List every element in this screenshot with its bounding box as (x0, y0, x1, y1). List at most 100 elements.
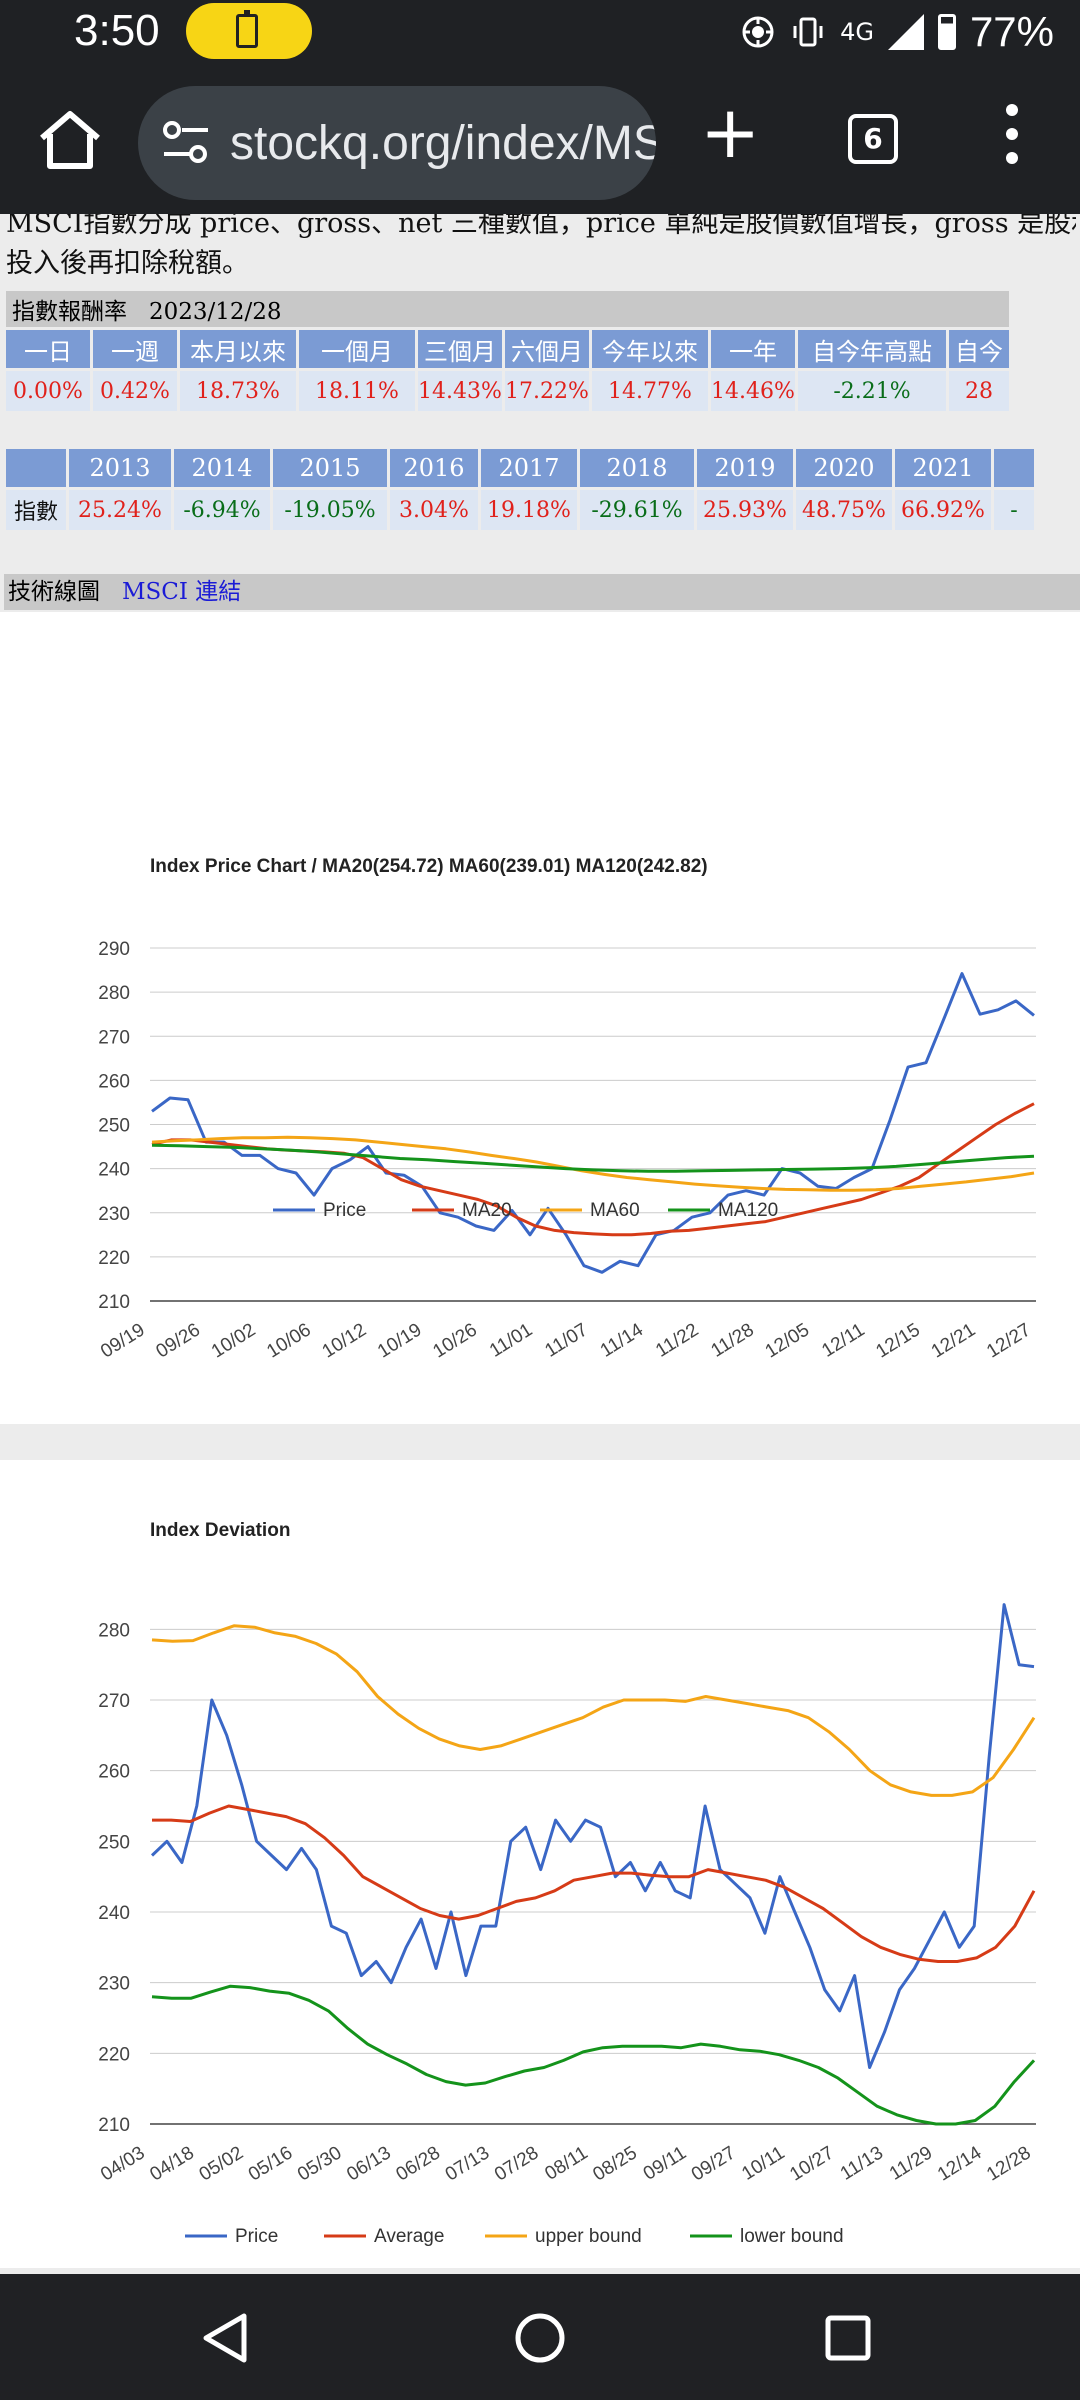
series-line-average (152, 1804, 1036, 1963)
chart-title: Index Price Chart / MA20(254.72) MA60(23… (150, 856, 708, 877)
y-tick-label: 220 (98, 1248, 130, 1269)
overflow-menu-icon[interactable] (1000, 104, 1024, 176)
yearly-header-cell: 2017 (481, 449, 577, 487)
x-tick-label: 09/26 (153, 1319, 204, 1362)
new-tab-icon[interactable]: + (700, 90, 761, 174)
returns-header-cell: 本月以來 (180, 330, 296, 368)
x-tick-label: 12/27 (983, 1319, 1034, 1362)
returns-value-cell: 14.46% (711, 371, 795, 411)
y-tick-label: 270 (98, 1691, 130, 1712)
url-text[interactable]: stockq.org/index/MSCI (230, 117, 656, 170)
returns-title-cell: 指數報酬率 2023/12/28 (6, 291, 1009, 327)
x-tick-label: 10/11 (738, 2142, 788, 2184)
x-tick-label: 12/11 (818, 1319, 868, 1361)
x-tick-label: 12/05 (762, 1319, 813, 1362)
intro-line-1: MSCI指數分成 price、gross、net 三種數值，price 單純是股… (6, 214, 1076, 239)
home-nav-icon[interactable] (514, 2312, 566, 2364)
y-tick-label: 220 (98, 2044, 130, 2065)
y-tick-label: 260 (98, 1762, 130, 1783)
returns-value-cell: 18.11% (299, 371, 415, 411)
y-tick-label: 240 (98, 1160, 130, 1181)
row-label-cell: 指數 (6, 490, 66, 530)
yearly-header-cell: 2013 (69, 449, 171, 487)
msci-link[interactable]: MSCI 連結 (122, 579, 242, 605)
yearly-header-cell: 2019 (697, 449, 793, 487)
battery-percent: 77% (969, 8, 1054, 55)
x-tick-label: 12/14 (934, 2142, 986, 2185)
x-tick-label: 07/28 (491, 2142, 542, 2185)
legend-label: lower bound (740, 2226, 844, 2247)
legend-label: MA120 (718, 1200, 778, 1221)
battery-icon (937, 14, 956, 50)
yearly-value-row: 指數 25.24% -6.94% -19.05% 3.04% 19.18% -29.61% 2… (6, 490, 1034, 530)
series-line-lower-bound (151, 1984, 1036, 2126)
yearly-value-cell: -19.05% (273, 490, 387, 530)
x-tick-label: 06/13 (343, 2142, 394, 2185)
x-tick-label: 11/22 (652, 1319, 702, 1361)
yearly-value-cell: - (994, 490, 1034, 530)
returns-header-cell: 三個月 (418, 330, 502, 368)
series-line-price (150, 1603, 1035, 2069)
y-tick-label: 280 (98, 983, 130, 1004)
series-line-upper-bound (151, 1624, 1036, 1797)
returns-header-cell: 一日 (6, 330, 90, 368)
x-tick-label: 07/13 (442, 2142, 493, 2185)
y-tick-label: 210 (98, 2115, 130, 2136)
returns-header-cell: 一年 (711, 330, 795, 368)
returns-header-cell: 今年以來 (592, 330, 708, 368)
series-line-price (151, 972, 1035, 1274)
home-icon[interactable] (36, 108, 104, 172)
tab-switcher-icon[interactable]: 6 (848, 114, 898, 164)
yearly-header-cell: 2018 (580, 449, 694, 487)
legend-label: Price (235, 2226, 278, 2247)
price-chart-card: Index Price Chart / MA20(254.72) MA60(23… (0, 612, 1080, 1424)
x-tick-label: 10/12 (319, 1319, 370, 1362)
intro-text: MSCI指數分成 price、gross、net 三種數值，price 單純是股… (6, 214, 1076, 284)
returns-header-cell: 一個月 (299, 330, 415, 368)
yearly-value-cell: 25.93% (697, 490, 793, 530)
recents-icon[interactable] (824, 2314, 872, 2362)
x-tick-label: 08/11 (541, 2142, 591, 2184)
returns-value-cell: 14.43% (418, 371, 502, 411)
y-tick-label: 230 (98, 1974, 130, 1995)
yearly-header-cell: 2020 (796, 449, 892, 487)
returns-value-cell: 0.42% (93, 371, 177, 411)
returns-value-cell: -2.21% (798, 371, 946, 411)
address-bar[interactable]: stockq.org/index/MSCI (138, 86, 656, 200)
x-tick-label: 09/11 (640, 2142, 690, 2184)
x-tick-label: 05/02 (196, 2142, 247, 2185)
x-tick-label: 08/25 (589, 2142, 640, 2185)
legend-label: upper bound (535, 2226, 642, 2247)
yearly-value-cell: 3.04% (390, 490, 478, 530)
hotspot-icon (742, 16, 774, 48)
deviation-chart: Index Deviation 210 220 230 240 250 260 270 280 0… (97, 1520, 1036, 2247)
site-settings-icon[interactable] (162, 120, 210, 166)
deviation-chart-card: Index Deviation 210 220 230 240 250 260 270 280 0… (0, 1460, 1080, 2268)
x-tick-label: 09/19 (97, 1319, 148, 1362)
yearly-header-cell: 2015 (273, 449, 387, 487)
x-tick-label: 04/18 (146, 2142, 197, 2185)
y-tick-label: 240 (98, 1903, 130, 1924)
intro-line-2: 投入後再扣除稅額。 (6, 248, 249, 279)
y-tick-label: 230 (98, 1204, 130, 1225)
system-nav-bar (0, 2274, 1080, 2400)
back-icon[interactable] (200, 2312, 250, 2364)
x-tick-label: 12/28 (983, 2142, 1034, 2185)
web-page: MSCI指數分成 price、gross、net 三種數值，price 單純是股… (0, 214, 1080, 2274)
yearly-header-cell: 2014 (174, 449, 270, 487)
returns-header-cell: 六個月 (505, 330, 589, 368)
returns-value-cell: 14.77% (592, 371, 708, 411)
returns-date: 2023/12/28 (148, 299, 282, 325)
returns-header-cell: 自今年高點 (798, 330, 946, 368)
y-tick-label: 280 (98, 1620, 130, 1641)
returns-title: 指數報酬率 (12, 299, 127, 325)
browser-toolbar: stockq.org/index/MSCI + 6 (0, 64, 1080, 214)
legend-label: MA60 (590, 1200, 640, 1221)
x-tick-label: 12/15 (872, 1319, 923, 1362)
y-tick-label: 250 (98, 1832, 130, 1853)
yearly-value-cell: 48.75% (796, 490, 892, 530)
x-tick-label: 11/07 (541, 1319, 591, 1361)
x-tick-label: 11/13 (837, 2142, 887, 2184)
x-tick-label: 10/26 (429, 1319, 480, 1362)
y-tick-label: 290 (98, 939, 130, 960)
